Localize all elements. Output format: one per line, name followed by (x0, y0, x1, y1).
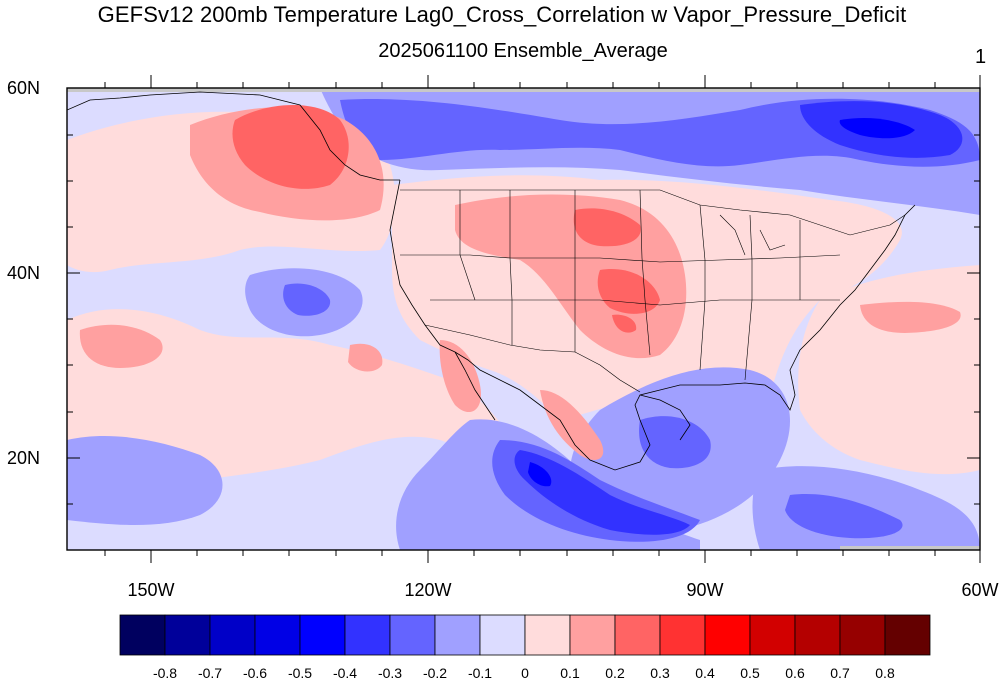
map-subtitle: 2025061100 Ensemble_Average (378, 40, 668, 62)
boundary-us-mexico (424, 324, 641, 393)
colorbar (119, 614, 931, 656)
colorbar-swatch (344, 614, 391, 656)
colorbar-tick-label: 0.3 (650, 665, 670, 681)
colorbar-tick-label: 0.6 (785, 665, 805, 681)
boundary-states-h1 (400, 254, 841, 263)
coastlines (67, 91, 916, 471)
colorbar-swatch (659, 614, 706, 656)
colorbar-tick-label: -0.6 (242, 665, 268, 681)
field-strong-positive-kansas (597, 269, 660, 314)
colorbar-tick-label: -0.4 (332, 665, 358, 681)
lon-label-60w: 60W (961, 580, 999, 600)
colorbar-swatch (749, 614, 796, 656)
field-missing-top (67, 88, 980, 92)
colorbar-swatch (704, 614, 751, 656)
lat-label-60n: 60N (6, 78, 40, 98)
coastline-baja (454, 351, 496, 421)
colorbar-tick-label: 0 (521, 665, 529, 681)
field-medium-positive-atlantic (860, 301, 961, 333)
coastline-yucatan (639, 394, 691, 441)
field-medium-positive-subtrop (348, 343, 383, 372)
map-ticks (67, 75, 981, 563)
colorbar-swatch (794, 614, 841, 656)
colorbar-tick-label: -0.3 (377, 665, 403, 681)
colorbar-swatch (479, 614, 526, 656)
colorbar-swatch (434, 614, 481, 656)
colorbar-swatch (884, 614, 931, 656)
colorbar-tick-label: 0.1 (560, 665, 580, 681)
lat-label-20n: 20N (6, 448, 40, 468)
coastline-west (389, 179, 916, 471)
colorbar-tick-label: -0.1 (467, 665, 493, 681)
field-strong-positive-dakotas (573, 208, 641, 247)
boundary-states-v1 (459, 190, 476, 301)
field-strongest-negative-canada (839, 118, 915, 139)
colorbar-swatch (839, 614, 886, 656)
boundary-states-greatlakes (719, 214, 786, 256)
colorbar-swatch (209, 614, 256, 656)
field-negative-gulf-core (639, 416, 711, 469)
colorbar-swatch (299, 614, 346, 656)
boundary-states-v6 (744, 214, 753, 381)
map-title: GEFSv12 200mb Temperature Lag0_Cross_Cor… (97, 2, 907, 27)
coastline-alaska (67, 91, 400, 181)
boundary-states-v4 (639, 189, 651, 356)
colorbar-swatch (524, 614, 571, 656)
lon-label-90w: 90W (686, 580, 724, 600)
colorbar-tick-label: -0.7 (197, 665, 223, 681)
field-strong-positive-pacific (232, 105, 349, 189)
field-medium-positive-bajasouth (540, 390, 604, 460)
boundary-states-h2 (430, 299, 840, 306)
colorbar-tick-label: 0.7 (830, 665, 850, 681)
field-medium-positive-mexico (439, 340, 481, 413)
colorbar-tick-label: 0.8 (875, 665, 895, 681)
boundary-us-canada (400, 189, 906, 236)
colorbar-swatch (389, 614, 436, 656)
field-negative-eastatl-core (785, 494, 903, 539)
lon-label-120w: 120W (404, 580, 452, 600)
field-negative-midpac-core (283, 283, 331, 316)
colorbar-swatch (119, 614, 166, 656)
colorbar-tick-label: 0.2 (605, 665, 625, 681)
lat-label-40n: 40N (6, 263, 40, 283)
field-medium-positive-tropics (79, 324, 163, 368)
field-negative-southwest (67, 435, 223, 525)
colorbar-swatch (614, 614, 661, 656)
colorbar-tick-label: 0.5 (740, 665, 760, 681)
field-missing-bottom (840, 546, 980, 550)
colorbar-tick-label: -0.8 (152, 665, 178, 681)
lon-label-150w: 150W (127, 580, 175, 600)
colorbar-swatch (164, 614, 211, 656)
state-boundaries (400, 189, 906, 393)
boundary-states-v5 (699, 204, 706, 371)
colorbar-tick-label: -0.5 (287, 665, 313, 681)
colorbar-swatch (254, 614, 301, 656)
field-strong-positive-tx (612, 314, 637, 333)
boundary-states-v2 (509, 190, 513, 345)
map-field (67, 88, 980, 550)
field-strong-negative-epac (514, 450, 690, 535)
field-strongest-negative-epac (528, 462, 552, 487)
colorbar-tick-label: -0.2 (422, 665, 448, 681)
colorbar-tick-label: 0.4 (695, 665, 715, 681)
colorbar-swatch (569, 614, 616, 656)
panel-number: 1 (975, 46, 987, 68)
